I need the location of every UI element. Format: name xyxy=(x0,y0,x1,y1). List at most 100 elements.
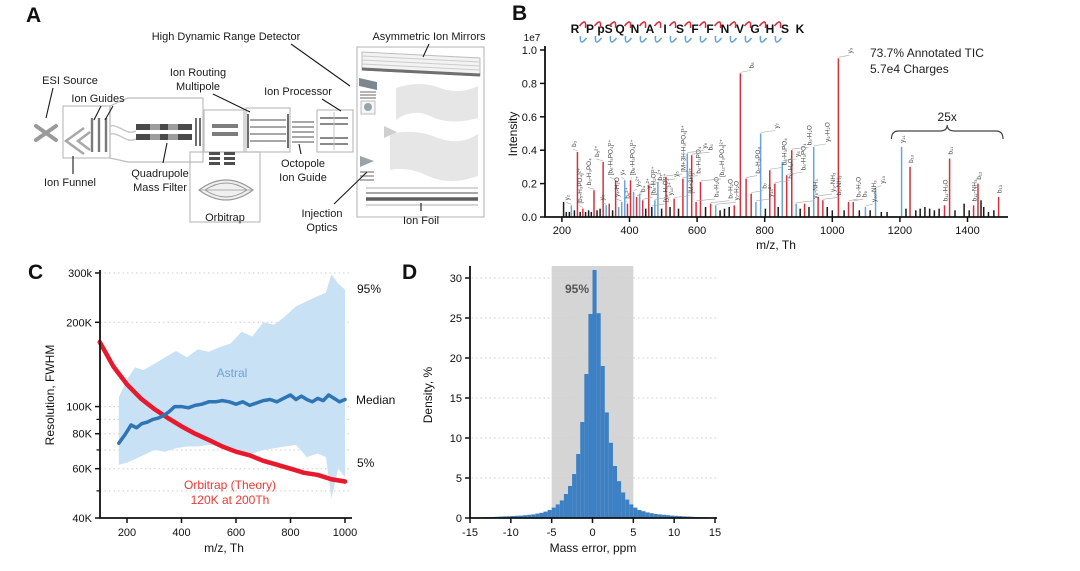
ion-guides-label: Ion Guides xyxy=(71,93,125,105)
y-ion-mark xyxy=(714,35,723,43)
peak-label: b₈-H₂O xyxy=(787,158,794,178)
peak-label: [b₆-H₃PO₄]²⁺ xyxy=(607,139,614,175)
peak-label: y₁₀ xyxy=(879,175,886,183)
histogram-bar xyxy=(653,514,658,518)
x-tick-label: 1000 xyxy=(333,527,357,539)
sequence-residue: N xyxy=(721,22,730,36)
peak-label-leader xyxy=(572,148,578,152)
peak-label: b₁₂ xyxy=(976,171,983,180)
histogram-bars xyxy=(470,270,716,518)
y-tick-label: 0 xyxy=(456,513,462,525)
y-tick-label: 0.0 xyxy=(522,212,537,224)
spectrum-peaks xyxy=(562,58,1000,217)
y-tick-label: 10 xyxy=(450,433,462,445)
y-tick-label: 20 xyxy=(450,353,462,365)
sequence-residue: S xyxy=(676,22,684,36)
histogram-bar xyxy=(637,510,642,518)
peak-label-leader xyxy=(587,186,595,190)
gain-bracket xyxy=(890,124,1004,140)
y-ion-mark xyxy=(654,35,663,43)
histogram-bar xyxy=(584,374,589,518)
y-tick-label: 15 xyxy=(450,393,462,405)
x-tick-label: 400 xyxy=(620,225,638,237)
peak-label: b₉-NH₃ xyxy=(836,175,843,195)
peak-label: y₇-H₂O xyxy=(734,181,741,200)
ion-funnel-shape xyxy=(63,126,91,156)
b-ion-mark xyxy=(608,21,617,29)
peak-label: b₉-H₂O xyxy=(807,125,814,145)
y-tick-label: 25 xyxy=(450,313,462,325)
ion-routing-label-2: Multipole xyxy=(176,81,220,93)
peak-label: b₁₂-NH₃ xyxy=(972,179,979,201)
sequence-residue: N xyxy=(631,22,640,36)
astral-percentile-band xyxy=(118,274,345,499)
peak-label: y₇ xyxy=(773,123,780,128)
panel-c-resolution-plot: 40K 60K 80K 100K 200K 300k 200 400 600 800 1000 m/z… xyxy=(43,268,395,555)
peak-label-leader xyxy=(696,198,716,202)
x-axis-label: m/z, Th xyxy=(204,541,244,555)
peak-label-leader xyxy=(633,188,637,192)
peak-label-leader xyxy=(642,197,653,200)
orbitrap-theory-curve xyxy=(97,339,348,484)
sequence-residue: A xyxy=(646,22,655,36)
peak-label-leader xyxy=(786,171,803,175)
leader-lines xyxy=(45,43,430,211)
histogram-bar xyxy=(657,514,662,518)
peak-label: b₆ xyxy=(707,144,714,151)
panel-c-letter: C xyxy=(28,261,44,284)
x-axis-label: m/z, Th xyxy=(756,238,796,252)
b-ion-mark xyxy=(638,21,647,29)
peak-label-leader xyxy=(796,200,815,203)
x-axis-label: Mass error, ppm xyxy=(550,541,637,555)
peak-label: b₉ xyxy=(862,190,869,197)
sequence-residue: F xyxy=(706,22,713,36)
histogram-bar xyxy=(547,510,552,518)
esi-needle xyxy=(34,124,58,142)
ion-foil-shape xyxy=(366,187,478,206)
peak-label: y₉ xyxy=(847,47,854,53)
histogram-bar xyxy=(596,313,601,518)
peak-label: y₅²⁺ xyxy=(635,176,642,187)
y-ion-mark xyxy=(624,35,633,43)
p95-label: 95% xyxy=(357,282,381,296)
histogram-bar xyxy=(633,507,638,518)
x-tick-label: 10 xyxy=(668,527,680,539)
peak-label-leader xyxy=(715,202,736,205)
peak-label: b₆-H₂O xyxy=(713,177,720,197)
histogram-bar xyxy=(645,512,650,518)
sequence-residue: S xyxy=(781,22,789,36)
x-tick-label: 15 xyxy=(709,527,721,539)
panel-a-letter: A xyxy=(26,4,42,27)
quadrupole-label-2: Mass Filter xyxy=(133,182,187,194)
y-tick-label: 80K xyxy=(72,429,92,441)
octopole-rods xyxy=(292,121,314,143)
peak-label-leader xyxy=(769,166,784,170)
peak-label: b₇-H₂O xyxy=(728,179,735,199)
histogram-bar xyxy=(535,513,540,518)
histogram-bar xyxy=(621,492,626,518)
y-ion-mark xyxy=(774,35,783,43)
ion-guides-shape xyxy=(90,118,108,152)
ion-funnel-label: Ion Funnel xyxy=(44,177,96,189)
peak-label: [b₅-H₃PO₄]²⁺ xyxy=(577,168,584,204)
peak-label-leader xyxy=(682,175,698,178)
histogram-bar xyxy=(641,511,646,518)
histogram-bar xyxy=(666,515,671,518)
histogram-bar xyxy=(531,514,536,518)
peak-label: [b₈-H₂O]²⁺ xyxy=(651,166,658,195)
y-tick-label: 300k xyxy=(68,268,92,280)
peak-label-leader xyxy=(691,151,710,155)
histogram-bar xyxy=(543,511,548,518)
x-tick-label: 0 xyxy=(589,527,595,539)
peak-label: y₁₁ xyxy=(900,135,907,142)
y-ion-mark xyxy=(609,35,618,43)
x-tick-label: 400 xyxy=(172,527,190,539)
peak-label-leader xyxy=(609,176,616,180)
c-trap-stacks xyxy=(209,152,235,165)
x-tick-label: 1000 xyxy=(820,225,844,237)
annotated-tic-text: 73.7% Annotated TIC xyxy=(870,46,984,60)
ion-processor-label: Ion Processor xyxy=(264,86,332,98)
